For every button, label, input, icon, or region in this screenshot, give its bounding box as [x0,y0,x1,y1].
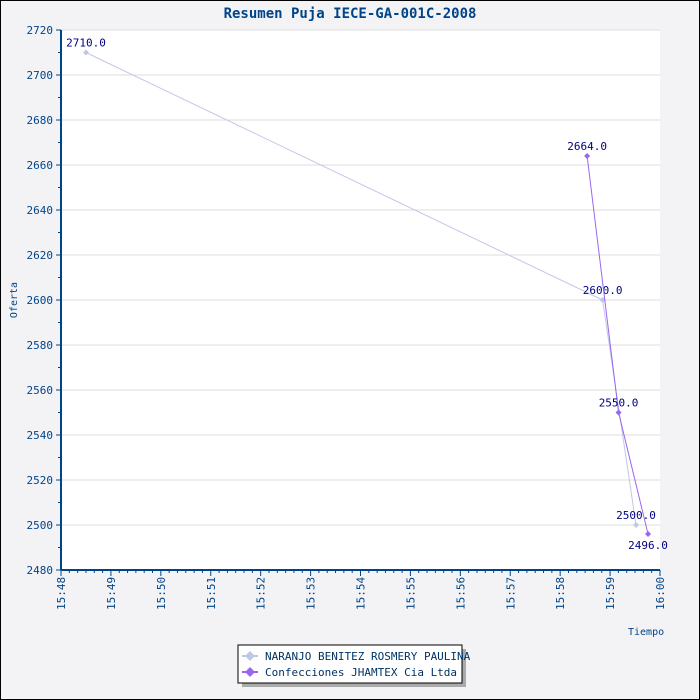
x-tick-label: 15:53 [305,577,318,610]
y-tick-label: 2540 [27,429,54,442]
y-tick-label: 2480 [27,564,54,577]
x-tick-label: 15:52 [255,577,268,610]
data-point [584,153,591,159]
y-tick-label: 2700 [27,69,54,82]
x-axis-label: Tiempo [628,627,664,638]
x-tick-label: 15:51 [205,577,218,610]
y-tick-label: 2520 [27,474,54,487]
y-tick-label: 2500 [27,519,54,532]
x-tick-label: 15:57 [504,577,517,610]
data-label: 2600.0 [583,284,623,297]
x-tick-label: 15:54 [355,577,368,610]
data-point [82,49,89,56]
data-point [645,531,652,537]
x-tick-label: 15:50 [155,577,168,610]
legend-label: NARANJO BENITEZ ROSMERY PAULINA [265,650,471,663]
y-tick-label: 2600 [27,294,54,307]
x-tick-label: 15:58 [554,577,567,610]
y-tick-label: 2620 [27,249,54,262]
legend-marker [245,667,255,677]
y-tick-label: 2640 [27,204,54,217]
data-point [615,409,622,416]
y-tick-label: 2680 [27,114,54,127]
chart-title: Resumen Puja IECE-GA-001C-2008 [224,6,477,22]
y-tick-label: 2560 [27,384,54,397]
legend-label: Confecciones JHAMTEX Cia Ltda [265,666,457,679]
data-label: 2710.0 [66,37,106,50]
y-tick-label: 2660 [27,159,54,172]
x-tick-label: 16:00 [654,577,667,610]
x-tick-label: 15:59 [604,577,617,610]
legend [237,644,463,684]
y-tick-label: 2580 [27,339,54,352]
y-axis-label: Oferta [9,282,20,318]
x-tick-label: 15:49 [105,577,118,610]
data-label: 2664.0 [567,140,607,153]
x-tick-label: 15:48 [55,577,68,610]
y-tick-label: 2720 [27,24,54,37]
data-label: 2496.0 [628,539,668,552]
x-tick-label: 15:56 [454,577,467,610]
data-label: 2500.0 [616,509,656,522]
x-tick-label: 15:55 [404,577,417,610]
legend-marker [245,651,255,661]
data-point [633,522,640,528]
data-label: 2550.0 [599,397,639,410]
